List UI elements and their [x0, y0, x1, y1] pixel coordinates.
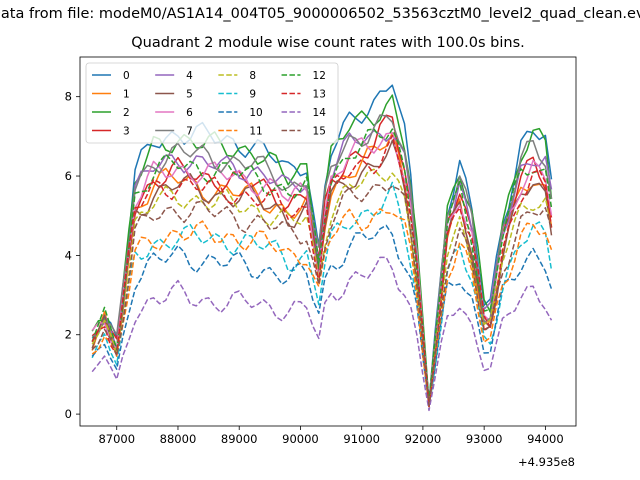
legend-label: 11 — [249, 126, 262, 138]
legend-label: 12 — [313, 70, 326, 82]
series-line-10 — [91, 224, 553, 408]
legend-label: 3 — [123, 126, 130, 138]
legend-label: 5 — [186, 89, 193, 101]
chart-title: Quadrant 2 module wise count rates with … — [131, 35, 525, 51]
y-tick-label: 6 — [65, 169, 72, 183]
legend-label: 13 — [313, 89, 326, 101]
legend-label: 14 — [313, 107, 327, 119]
series-line-13 — [91, 134, 553, 408]
plot-frame — [79, 56, 577, 427]
legend-label: 0 — [123, 70, 130, 82]
legend-label: 7 — [186, 126, 193, 138]
y-tick-label: 2 — [65, 328, 72, 342]
series-line-12 — [91, 128, 553, 402]
legend-label: 10 — [249, 107, 262, 119]
legend-label: 9 — [249, 89, 256, 101]
figure-suptitle: Data from file: modeM0/AS1A14_004T05_900… — [0, 6, 640, 22]
x-tick-label: 90000 — [282, 432, 319, 446]
y-tick-label: 0 — [65, 407, 72, 421]
legend-label: 1 — [123, 89, 130, 101]
legend-label: 2 — [123, 107, 130, 119]
legend-label: 4 — [186, 70, 193, 82]
x-tick-label: 88000 — [160, 432, 197, 446]
series-line-15 — [91, 183, 553, 407]
x-tick-label: 94000 — [527, 432, 564, 446]
x-offset-label: +4.935e8 — [518, 455, 575, 469]
series-line-7 — [91, 114, 553, 404]
x-axis: 87000 88000 89000 90000 91000 92000 93000 94000 — [98, 426, 564, 446]
x-tick-label: 92000 — [405, 432, 442, 446]
x-tick-label: 91000 — [343, 432, 380, 446]
y-axis: 0 2 4 6 8 — [65, 90, 80, 421]
legend-label: 6 — [186, 107, 193, 119]
legend-box — [85, 62, 339, 144]
series-line-11 — [91, 208, 553, 408]
x-tick-label: 89000 — [221, 432, 258, 446]
x-tick-label: 93000 — [466, 432, 503, 446]
legend-label: 15 — [313, 126, 326, 138]
x-tick-label: 87000 — [98, 432, 135, 446]
y-tick-label: 4 — [65, 248, 72, 262]
series-line-14 — [91, 256, 553, 412]
legend-label: 8 — [249, 70, 256, 82]
y-tick-label: 8 — [65, 90, 72, 104]
